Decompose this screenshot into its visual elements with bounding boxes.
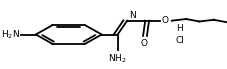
Text: N: N bbox=[129, 11, 136, 20]
Text: Cl: Cl bbox=[176, 36, 185, 45]
Text: O: O bbox=[141, 39, 148, 48]
Text: H$_2$N: H$_2$N bbox=[1, 28, 20, 41]
Text: O: O bbox=[162, 16, 169, 24]
Text: H: H bbox=[176, 24, 183, 33]
Text: NH$_2$: NH$_2$ bbox=[108, 52, 127, 65]
